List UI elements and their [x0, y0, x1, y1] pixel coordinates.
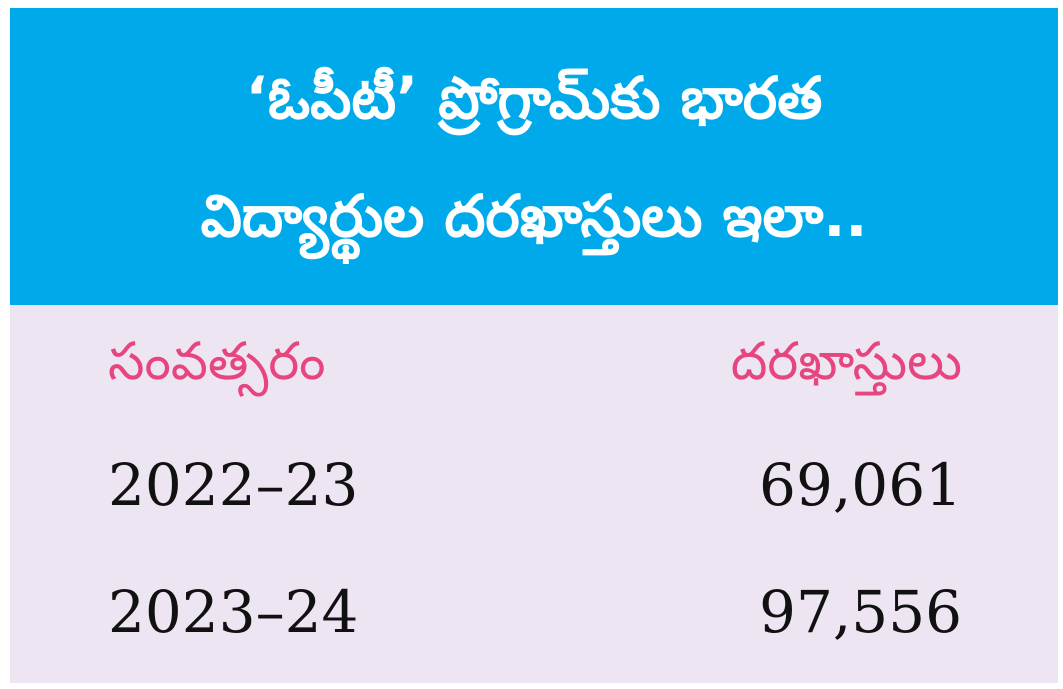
table-cell: 2022–23 — [108, 451, 359, 519]
table-cell: 69,061 — [759, 451, 962, 519]
title-line: ‘ఓపీటీ’ ప్రోగ్రామ్‌కు భారత — [245, 64, 823, 132]
header: ‘ఓపీటీ’ ప్రోగ్రామ్‌కు భారత విద్యార్థుల ద… — [10, 8, 1058, 305]
table-cell: 2023–24 — [108, 578, 359, 646]
title-line: విద్యార్థుల దరఖాస్తులు ఇలా.. — [200, 182, 868, 250]
column-header: సంవత్సరం — [108, 332, 326, 392]
table: సంవత్సరం దరఖాస్తులు 2022–23 69,061 2023–… — [10, 305, 1058, 683]
column-header: దరఖాస్తులు — [730, 332, 962, 392]
table-cell: 97,556 — [759, 578, 962, 646]
